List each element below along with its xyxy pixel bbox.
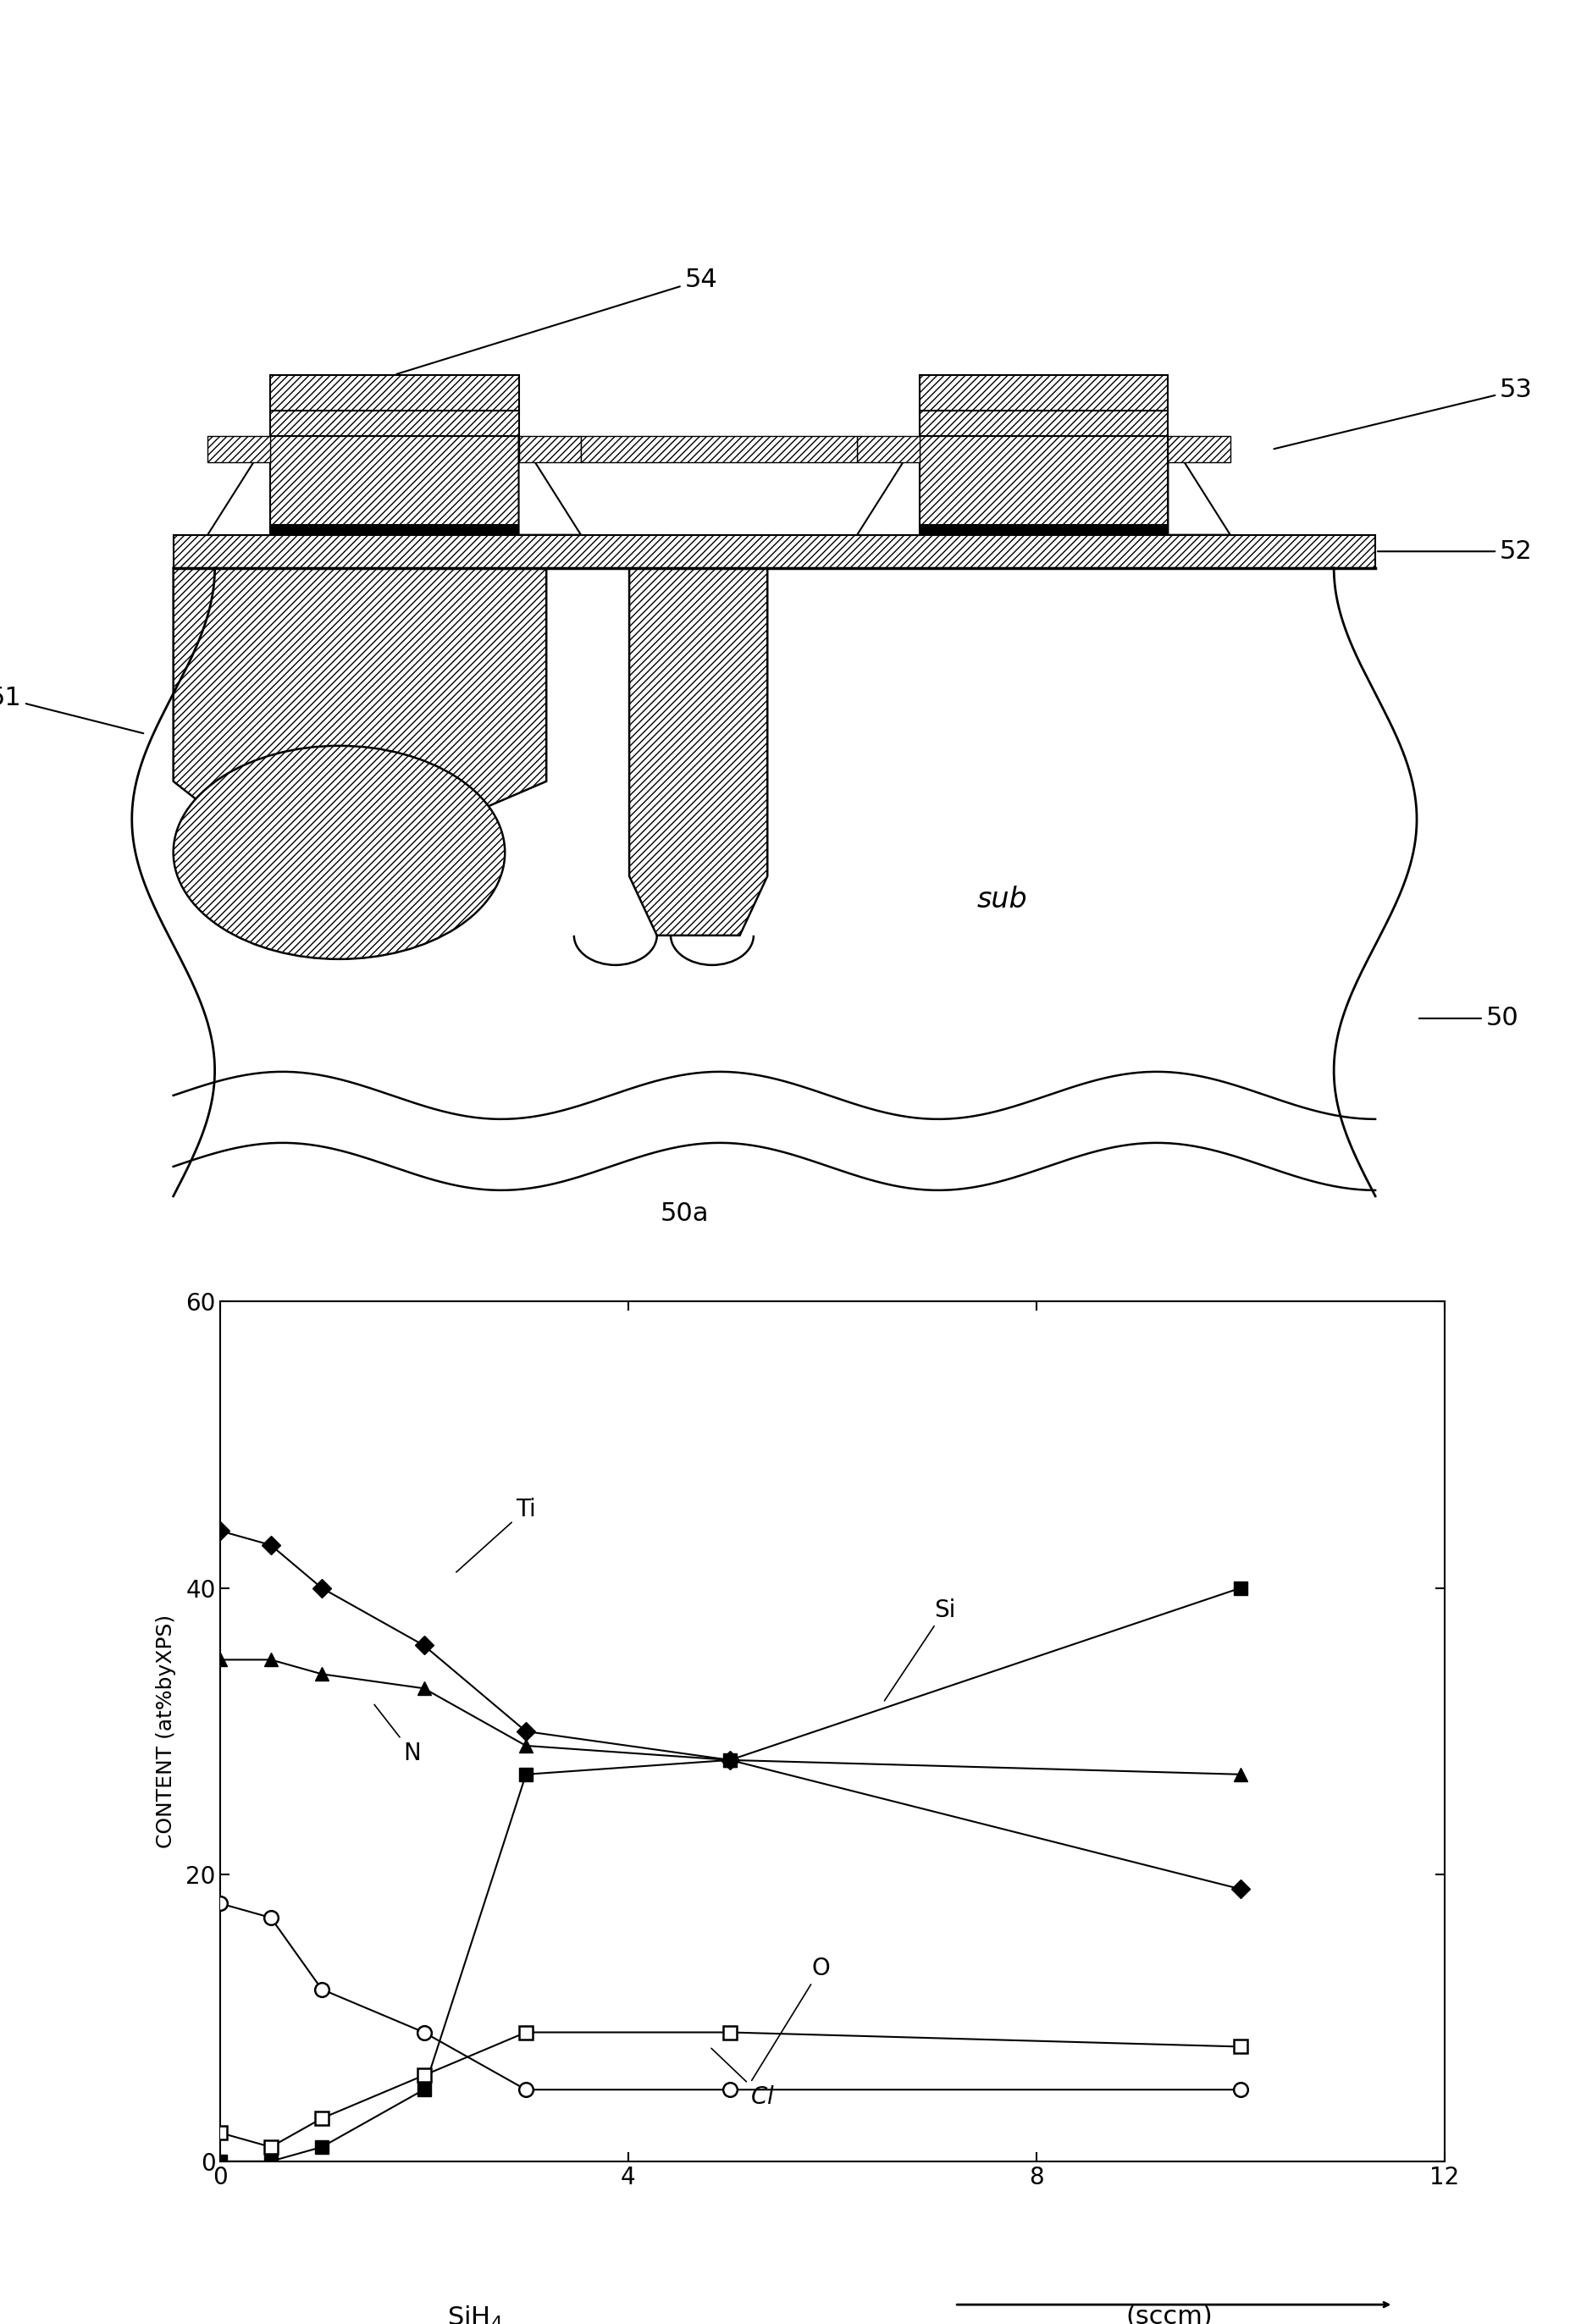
Bar xyxy=(920,374,1168,411)
Text: 50a: 50a xyxy=(659,1202,710,1225)
Text: $\mathit{Cl}$: $\mathit{Cl}$ xyxy=(711,2047,776,2110)
Polygon shape xyxy=(207,437,270,535)
Bar xyxy=(270,525,518,535)
Text: 50: 50 xyxy=(1419,1006,1518,1030)
Text: N: N xyxy=(374,1703,421,1766)
Bar xyxy=(920,411,1168,437)
Text: 52: 52 xyxy=(1378,539,1532,565)
Text: 51: 51 xyxy=(0,686,143,734)
Text: 54: 54 xyxy=(397,267,717,374)
Polygon shape xyxy=(857,437,920,535)
Bar xyxy=(581,437,857,462)
Text: Ti: Ti xyxy=(457,1497,535,1571)
Text: Si: Si xyxy=(884,1599,956,1701)
Bar xyxy=(270,437,518,525)
Polygon shape xyxy=(1168,437,1231,535)
Ellipse shape xyxy=(173,746,506,960)
Bar xyxy=(920,437,1168,525)
Polygon shape xyxy=(630,567,768,937)
Text: (sccm): (sccm) xyxy=(1126,2305,1212,2324)
Bar xyxy=(173,535,1375,567)
Bar xyxy=(857,437,920,462)
Bar xyxy=(270,411,518,437)
Bar xyxy=(518,437,581,462)
Bar xyxy=(1168,437,1231,462)
Text: sub: sub xyxy=(977,885,1027,913)
Text: 53: 53 xyxy=(1273,379,1532,449)
Polygon shape xyxy=(173,567,546,820)
Bar xyxy=(920,525,1168,535)
Text: $\mathrm{SiH}_4$: $\mathrm{SiH}_4$ xyxy=(447,2305,502,2324)
Polygon shape xyxy=(518,437,581,535)
Bar xyxy=(207,437,270,462)
Y-axis label: CONTENT (at%byXPS): CONTENT (at%byXPS) xyxy=(155,1615,176,1848)
Bar xyxy=(270,374,518,411)
Text: O: O xyxy=(752,1957,831,2080)
